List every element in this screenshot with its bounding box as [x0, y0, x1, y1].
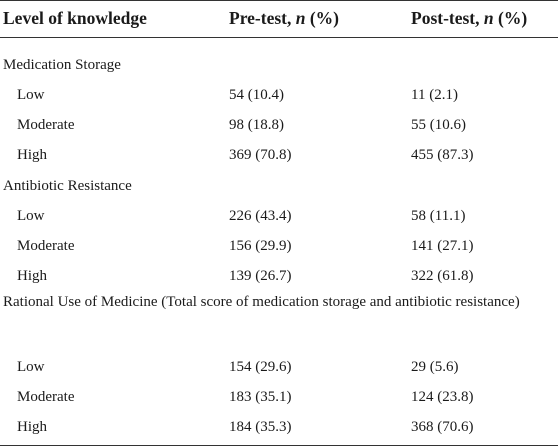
group-title-row: Antibiotic Resistance — [0, 171, 558, 201]
pre-test-cell: 184 (35.3) — [229, 419, 292, 435]
level-cell: High — [17, 419, 47, 435]
header-rule — [0, 37, 558, 38]
post-test-cell: 141 (27.1) — [411, 238, 474, 254]
group-title: Antibiotic Resistance — [3, 178, 132, 194]
post-test-cell: 58 (11.1) — [411, 208, 466, 224]
pre-test-cell: 139 (26.7) — [229, 268, 292, 284]
group-title: Rational Use of Medicine (Total score of… — [3, 294, 520, 310]
level-cell: Moderate — [17, 238, 75, 254]
level-cell: Low — [17, 359, 45, 375]
table-top-rule — [0, 0, 558, 1]
table-row: Low 54 (10.4) 11 (2.1) — [0, 80, 558, 110]
post-test-cell: 55 (10.6) — [411, 117, 466, 133]
level-cell: High — [17, 268, 47, 284]
header-pre-test: Pre-test, n (%) — [229, 8, 339, 28]
post-test-cell: 455 (87.3) — [411, 147, 474, 163]
pre-test-cell: 156 (29.9) — [229, 238, 292, 254]
pre-test-cell: 369 (70.8) — [229, 147, 292, 163]
pre-test-cell: 226 (43.4) — [229, 208, 292, 224]
table-row: High 139 (26.7) 322 (61.8) — [0, 261, 558, 291]
table-row: Moderate 98 (18.8) 55 (10.6) — [0, 110, 558, 140]
post-test-cell: 124 (23.8) — [411, 389, 474, 405]
level-cell: Moderate — [17, 389, 75, 405]
post-test-cell: 322 (61.8) — [411, 268, 474, 284]
pre-test-cell: 183 (35.1) — [229, 389, 292, 405]
level-cell: Low — [17, 208, 45, 224]
group-title: Medication Storage — [3, 57, 121, 73]
header-level: Level of knowledge — [3, 8, 147, 28]
group-title-row: Medication Storage — [0, 50, 558, 80]
table-row: Low 226 (43.4) 58 (11.1) — [0, 201, 558, 231]
post-test-cell: 11 (2.1) — [411, 87, 458, 103]
pre-test-cell: 98 (18.8) — [229, 117, 284, 133]
header-post-test: Post-test, n (%) — [411, 8, 528, 28]
pre-test-cell: 54 (10.4) — [229, 87, 284, 103]
post-test-cell: 368 (70.6) — [411, 419, 474, 435]
level-cell: High — [17, 147, 47, 163]
table-row: High 369 (70.8) 455 (87.3) — [0, 140, 558, 170]
table-row: Moderate 183 (35.1) 124 (23.8) — [0, 382, 558, 412]
post-test-cell: 29 (5.6) — [411, 359, 459, 375]
level-cell: Moderate — [17, 117, 75, 133]
pre-test-cell: 154 (29.6) — [229, 359, 292, 375]
table-row: High 184 (35.3) 368 (70.6) — [0, 412, 558, 442]
table-row: Low 154 (29.6) 29 (5.6) — [0, 352, 558, 382]
level-cell: Low — [17, 87, 45, 103]
table-row: Moderate 156 (29.9) 141 (27.1) — [0, 231, 558, 261]
